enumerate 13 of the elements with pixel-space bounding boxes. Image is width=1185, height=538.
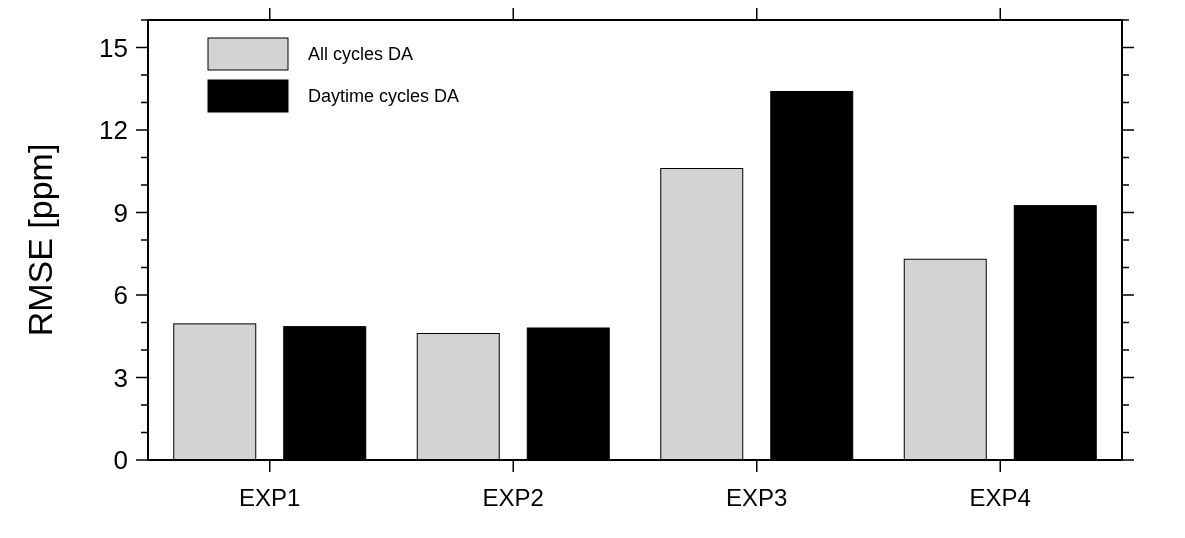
y-tick-label: 0 <box>113 445 128 476</box>
x-tick-label: EXP1 <box>239 484 301 511</box>
y-tick-label: 3 <box>113 362 128 393</box>
legend-label: All cycles DA <box>308 44 414 65</box>
y-tick-label: 12 <box>99 115 128 146</box>
y-tick-label: 15 <box>99 32 128 63</box>
legend-label: Daytime cycles DA <box>308 86 460 107</box>
x-tick-label: EXP3 <box>726 484 788 511</box>
x-tick-label: EXP4 <box>969 484 1031 511</box>
x-tick-label: EXP2 <box>482 484 544 511</box>
y-axis-title: RMSE [ppm] <box>21 143 59 337</box>
y-tick-label: 9 <box>113 197 128 228</box>
y-tick-label: 6 <box>113 280 128 311</box>
